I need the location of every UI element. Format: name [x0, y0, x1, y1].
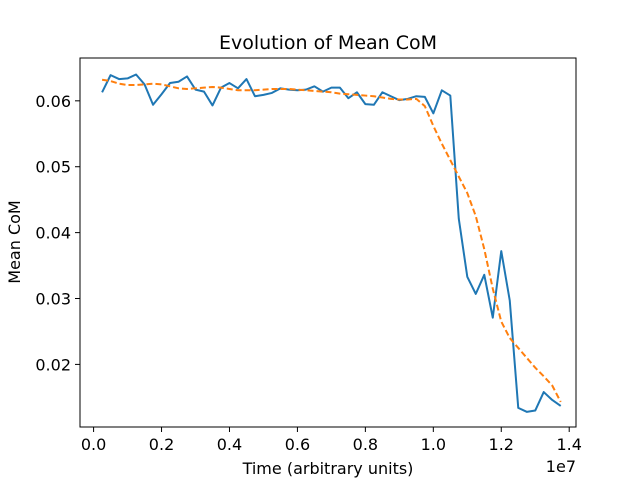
series-line-solid: [101, 73, 562, 413]
x-axis: 0.0 0.2 0.4 0.6 0.8 1.0 1.2 1.4: [81, 427, 582, 454]
y-tick-label: 0.06: [35, 92, 71, 111]
y-axis: 0.02 0.03 0.04 0.05 0.06: [35, 92, 80, 374]
y-axis-label: Mean CoM: [5, 200, 24, 283]
x-tick-label: 1.0: [421, 435, 446, 454]
x-tick-label: 0.2: [149, 435, 174, 454]
axes-frame: [79, 57, 577, 428]
series-group: [101, 73, 562, 413]
x-axis-label: Time (arbitrary units): [242, 459, 414, 478]
y-tick-label: 0.05: [35, 158, 71, 177]
x-tick-label: 0.0: [81, 435, 106, 454]
x-tick-label: 0.6: [285, 435, 310, 454]
x-tick-label: 1.2: [489, 435, 514, 454]
chart-title: Evolution of Mean CoM: [219, 32, 437, 54]
y-tick-label: 0.02: [35, 355, 71, 374]
y-tick-label: 0.04: [35, 224, 71, 243]
x-offset-label: 1e7: [546, 457, 576, 476]
x-tick-label: 0.8: [353, 435, 378, 454]
series-line-dashed: [101, 78, 562, 403]
x-tick-label: 1.4: [556, 435, 581, 454]
y-tick-label: 0.03: [35, 290, 71, 309]
x-tick-label: 0.4: [217, 435, 242, 454]
plot-area: [79, 57, 577, 428]
